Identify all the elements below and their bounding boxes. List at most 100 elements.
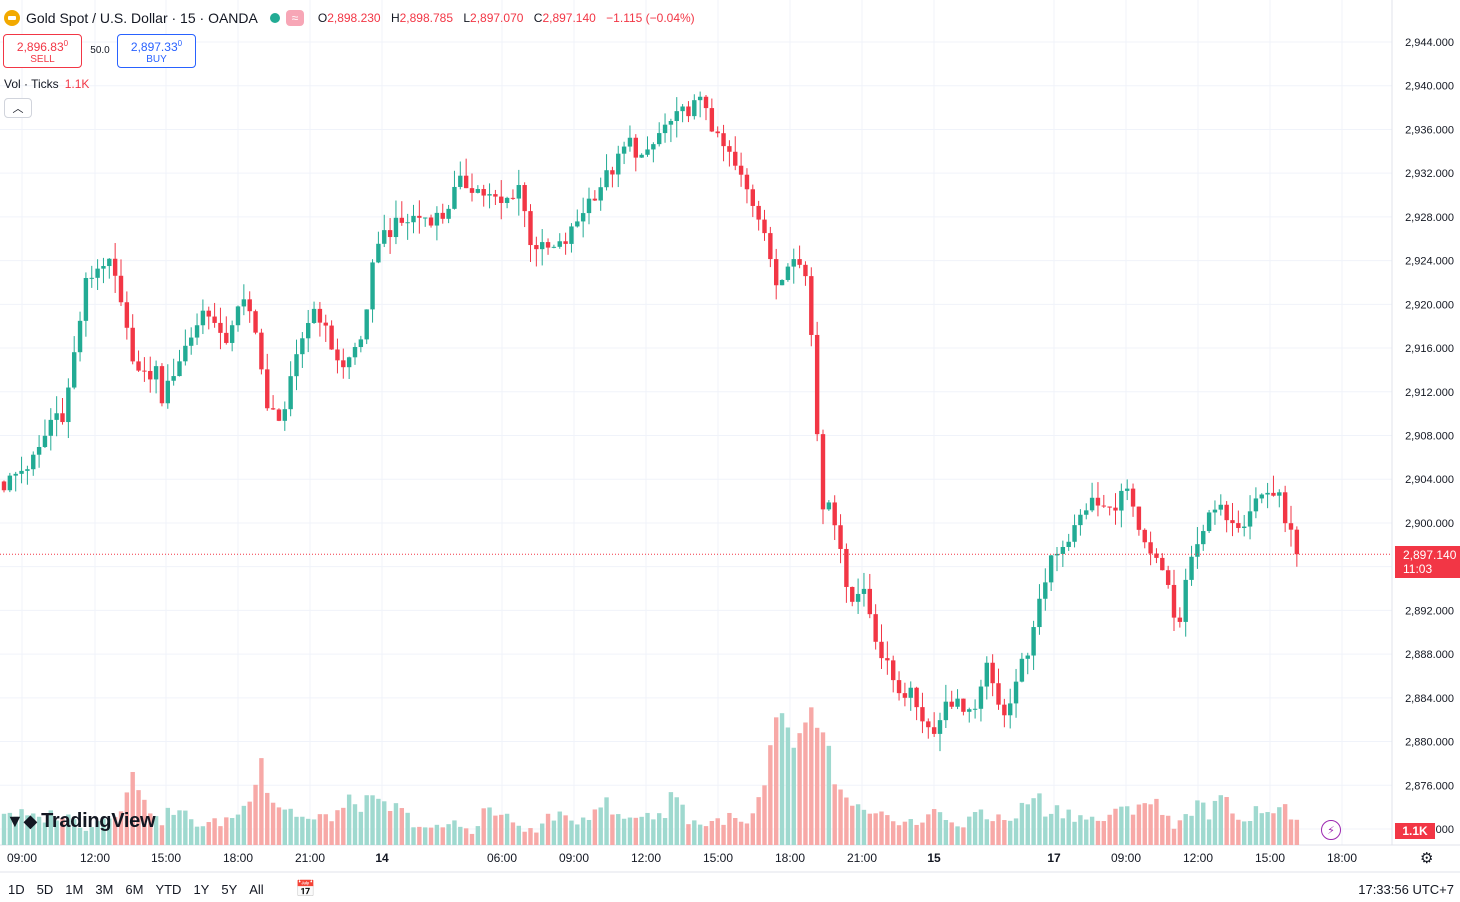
tradingview-watermark[interactable]: ▼◆ TradingView xyxy=(6,810,156,833)
range-5y-button[interactable]: 5Y xyxy=(221,881,238,897)
candle-body xyxy=(224,332,229,343)
range-1m-button[interactable]: 1M xyxy=(65,881,84,897)
bottom-toolbar: 1D 5D 1M 3M 6M YTD 1Y 5Y All 📅 17:33:56 … xyxy=(0,876,1460,902)
candle-body xyxy=(779,279,785,286)
logo-icon xyxy=(4,10,20,26)
symbol-title[interactable]: Gold Spot / U.S. Dollar · 15 · OANDA xyxy=(26,10,258,26)
candle-body xyxy=(475,189,481,193)
candle-body xyxy=(616,153,621,175)
candle-body xyxy=(891,660,896,681)
flash-icon[interactable]: ⚡ xyxy=(1321,820,1341,840)
volume-bar xyxy=(803,722,808,845)
volume-bar xyxy=(1148,804,1153,845)
volume-bar xyxy=(148,813,153,845)
candle-body xyxy=(259,332,264,370)
candle-body xyxy=(1013,681,1019,704)
candle-body xyxy=(961,698,966,712)
volume-bar xyxy=(72,819,77,845)
y-tick-label: 2,936.000 xyxy=(1405,124,1454,136)
volume-bar xyxy=(1253,806,1259,845)
calendar-icon[interactable]: 📅 xyxy=(295,881,316,898)
candle-body xyxy=(282,409,287,421)
candle-body xyxy=(896,680,902,694)
volume-bar xyxy=(510,822,516,845)
candle-body xyxy=(294,354,299,377)
candle-body xyxy=(1177,617,1183,622)
chevron-up-icon: ︿ xyxy=(12,103,24,115)
range-all-button[interactable]: All xyxy=(249,881,264,897)
range-1y-button[interactable]: 1Y xyxy=(193,881,210,897)
volume-bar xyxy=(1101,821,1106,845)
candle-body xyxy=(528,211,533,246)
candle-body xyxy=(487,194,492,196)
candle-body xyxy=(1002,704,1007,716)
volume-bar xyxy=(36,816,42,845)
volume-bar xyxy=(60,818,65,845)
volume-bar xyxy=(352,804,358,845)
volume-bar xyxy=(411,827,416,845)
candle-body xyxy=(107,258,112,267)
candle-body xyxy=(850,586,855,602)
range-ytd-button[interactable]: YTD xyxy=(155,881,182,897)
volume-bar xyxy=(358,811,364,845)
candle-body xyxy=(493,194,498,197)
candle-body xyxy=(978,686,984,709)
volume-bar xyxy=(159,825,165,845)
volume-bar xyxy=(48,810,53,845)
change-value: −1.115 (−0.04%) xyxy=(606,11,695,25)
candle-body xyxy=(809,276,814,335)
range-6m-button[interactable]: 6M xyxy=(125,881,144,897)
candle-body xyxy=(1171,584,1177,618)
volume-bar xyxy=(107,818,112,845)
sell-button[interactable]: 2,896.830 SELL xyxy=(3,34,82,68)
last-price-value: 2,897.140 xyxy=(1403,548,1457,562)
range-1d-button[interactable]: 1D xyxy=(8,881,25,897)
volume-bar xyxy=(19,809,24,845)
volume-bar xyxy=(879,811,884,845)
utc-clock[interactable]: 17:33:56 UTC+7 xyxy=(1358,882,1454,897)
volume-bar xyxy=(616,814,621,845)
volume-bar xyxy=(481,808,486,845)
buy-button[interactable]: 2,897.330 BUY xyxy=(117,34,196,68)
candle-body xyxy=(428,217,434,226)
candle-body xyxy=(1031,627,1036,656)
candle-body xyxy=(1165,570,1171,585)
volume-bar xyxy=(651,819,656,845)
volume-bar xyxy=(557,811,562,845)
wave-icon[interactable]: ≈ xyxy=(285,10,304,26)
collapse-legend-button[interactable]: ︿ xyxy=(4,98,32,118)
volume-bar xyxy=(487,807,492,845)
range-5d-button[interactable]: 5D xyxy=(36,881,54,897)
volume-bar xyxy=(1008,820,1013,845)
candle-body xyxy=(440,212,445,219)
candle-body xyxy=(563,241,568,244)
candle-body xyxy=(463,175,469,189)
candle-body xyxy=(1294,529,1300,555)
volume-bar xyxy=(604,797,609,845)
volume-bar xyxy=(294,816,299,845)
x-tick-label: 17 xyxy=(1047,851,1061,865)
volume-bar xyxy=(200,826,206,845)
volume-bar xyxy=(990,821,995,845)
volume-legend[interactable]: Vol · Ticks 1.1K xyxy=(4,77,89,91)
volume-bar xyxy=(949,822,954,845)
x-tick-label: 15:00 xyxy=(703,851,733,865)
volume-bar xyxy=(709,820,715,845)
range-3m-button[interactable]: 3M xyxy=(95,881,114,897)
volume-bar xyxy=(1054,805,1060,845)
candle-body xyxy=(627,137,633,147)
volume-bar xyxy=(657,813,662,845)
y-tick-label: 2,932.000 xyxy=(1405,168,1454,180)
candle-body xyxy=(200,310,206,326)
volume-bar xyxy=(458,826,463,845)
volume-bar xyxy=(855,804,861,845)
volume-bar xyxy=(346,794,352,845)
volume-bar xyxy=(1043,816,1048,845)
volume-bar xyxy=(516,825,521,845)
candle-body xyxy=(604,170,609,188)
candle-body xyxy=(270,408,276,410)
volume-bar xyxy=(540,823,545,845)
gear-icon[interactable]: ⚙ xyxy=(1420,850,1434,867)
volume-bar xyxy=(1195,800,1200,845)
